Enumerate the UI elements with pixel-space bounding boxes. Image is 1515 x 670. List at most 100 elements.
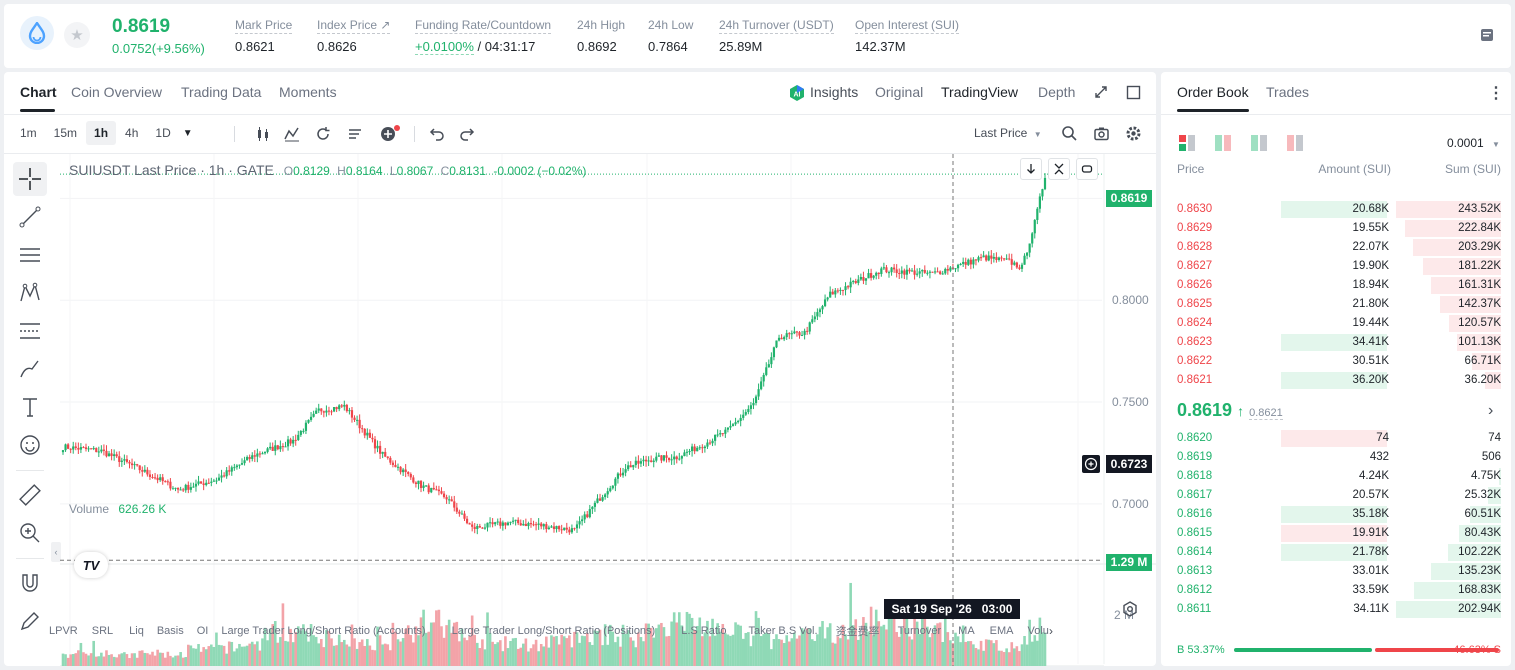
add-indicator-icon[interactable] (379, 124, 401, 147)
brush-tool-icon[interactable] (15, 354, 45, 384)
bid-row[interactable]: 0.8620 74 74 (1161, 429, 1511, 448)
indicator-toggle[interactable]: EMA (989, 625, 1014, 637)
zoom-in-tool-icon[interactable] (15, 518, 45, 548)
indicator-scroll-right-icon[interactable]: › (1049, 624, 1053, 638)
view-tradingview[interactable]: TradingView (941, 84, 1019, 100)
price-type-select[interactable]: Last Price ▼ (974, 126, 1042, 140)
stat-index-price[interactable]: Index Price ↗ 0.8626 (317, 18, 391, 54)
book-view-split-icon[interactable] (1215, 135, 1231, 154)
chart-settings-icon[interactable] (1121, 600, 1139, 621)
timeframe-1h[interactable]: 1h (86, 121, 117, 145)
indicator-toggle[interactable]: Basis (156, 625, 184, 637)
indicator-toggle[interactable]: 资金费率 (835, 626, 880, 638)
more-options-icon[interactable]: ⋮ (1488, 85, 1504, 102)
timeframe-15m[interactable]: 15m (53, 126, 78, 140)
ask-row[interactable]: 0.8625 21.80K 142.37K (1161, 295, 1511, 314)
bid-row[interactable]: 0.8619 432 506 (1161, 448, 1511, 467)
collapse-toolbar-button[interactable]: ‹ (51, 542, 61, 562)
tick-size-select[interactable]: 0.0001 ▼ (1447, 136, 1500, 150)
view-insights[interactable]: Insights (810, 84, 859, 100)
crosshair-tool[interactable] (13, 162, 47, 196)
bid-row[interactable]: 0.8616 35.18K 60.51K (1161, 505, 1511, 524)
bid-row[interactable]: 0.8617 20.57K 25.32K (1161, 486, 1511, 505)
view-original[interactable]: Original (875, 84, 924, 100)
timeframe-dropdown-icon[interactable]: ▼ (182, 127, 193, 139)
mid-price[interactable]: 0.8619 ↑ 0.8621 (1177, 400, 1283, 421)
tab-order-book[interactable]: Order Book (1177, 84, 1249, 100)
loop-icon[interactable] (1076, 158, 1098, 180)
ruler-tool-icon[interactable] (15, 480, 45, 510)
favorite-star-icon[interactable]: ★ (64, 22, 90, 48)
tab-moments[interactable]: Moments (279, 84, 337, 100)
book-view-bids-icon[interactable] (1251, 135, 1267, 154)
ask-row[interactable]: 0.8622 30.51K 66.71K (1161, 352, 1511, 371)
ask-row[interactable]: 0.8628 22.07K 203.29K (1161, 238, 1511, 257)
bid-row[interactable]: 0.8613 33.01K 135.23K (1161, 562, 1511, 581)
fibonacci-tool-icon[interactable] (15, 316, 45, 346)
text-tool-icon[interactable] (15, 392, 45, 422)
ask-row[interactable]: 0.8623 34.41K 101.13K (1161, 333, 1511, 352)
settings-gear-icon[interactable] (1125, 125, 1142, 145)
indicator-toggle[interactable]: Large Trader Long/Short Ratio (Accounts) (221, 625, 426, 637)
tab-coin-overview[interactable]: Coin Overview (71, 84, 163, 100)
indicator-toggle[interactable]: Large Trader Long/Short Ratio (Positions… (451, 625, 656, 637)
volume-bar (928, 637, 932, 666)
magnet-tool-icon[interactable] (15, 568, 45, 598)
add-alert-plus-icon[interactable] (1082, 455, 1100, 473)
pattern-tool-icon[interactable] (15, 278, 45, 308)
bid-row[interactable]: 0.8611 34.11K 202.94K (1161, 600, 1511, 619)
ask-row[interactable]: 0.8627 19.90K 181.22K (1161, 257, 1511, 276)
timeframe-4h[interactable]: 4h (125, 126, 139, 140)
ai-insights-icon[interactable]: AI (788, 84, 806, 102)
redo-icon[interactable] (459, 125, 477, 146)
timeframe-1d[interactable]: 1D (155, 126, 171, 140)
bid-row[interactable]: 0.8614 21.78K 102.22K (1161, 543, 1511, 562)
trend-line-tool-icon[interactable] (15, 202, 45, 232)
tab-chart[interactable]: Chart (20, 84, 57, 100)
volume-bar (376, 626, 379, 666)
ask-row[interactable]: 0.8621 36.20K 36.20K (1161, 371, 1511, 390)
indicator-toggle[interactable]: Liq (129, 625, 144, 637)
chevron-right-icon[interactable]: › (1488, 402, 1494, 419)
horizontal-lines-tool-icon[interactable] (15, 240, 45, 270)
ask-row[interactable]: 0.8624 19.44K 120.57K (1161, 314, 1511, 333)
tab-trading-data[interactable]: Trading Data (181, 84, 262, 100)
volume-bar (100, 652, 103, 666)
view-depth[interactable]: Depth (1038, 84, 1076, 100)
indicator-toggle[interactable]: L.S Ratio (681, 625, 727, 637)
tradingview-logo[interactable]: TV (74, 552, 108, 578)
template-icon[interactable] (346, 125, 364, 146)
tab-trades[interactable]: Trades (1266, 84, 1310, 100)
ask-row[interactable]: 0.8630 20.68K 243.52K (1161, 200, 1511, 219)
ask-row[interactable]: 0.8626 18.94K 161.31K (1161, 276, 1511, 295)
indicator-toggle[interactable]: SRL (91, 625, 114, 637)
indicator-toggle[interactable]: Volu (1027, 625, 1049, 637)
collapse-chart-icon[interactable] (1048, 158, 1070, 180)
camera-icon[interactable] (1093, 125, 1110, 145)
indicator-toggle[interactable]: Turnover (897, 625, 942, 637)
indicator-toggle[interactable]: LPVR (49, 625, 78, 637)
funding-rate-value[interactable]: +0.0100% (415, 39, 474, 55)
indicator-toggle[interactable]: MA (958, 625, 975, 637)
timeframe-1m[interactable]: 1m (20, 126, 37, 140)
bid-row[interactable]: 0.8612 33.59K 168.83K (1161, 581, 1511, 600)
notebook-icon[interactable] (1478, 26, 1498, 46)
bid-row[interactable]: 0.8615 19.91K 80.43K (1161, 524, 1511, 543)
book-view-asks-icon[interactable] (1287, 135, 1303, 154)
indicators-icon[interactable] (283, 125, 301, 146)
indicator-toggle[interactable]: OI (196, 625, 209, 637)
ask-row[interactable]: 0.8629 19.55K 222.84K (1161, 219, 1511, 238)
bid-row[interactable]: 0.8618 4.24K 4.75K (1161, 467, 1511, 486)
refresh-icon[interactable] (314, 125, 332, 146)
fullscreen-icon[interactable] (1126, 85, 1141, 103)
book-view-both-icon[interactable] (1179, 135, 1195, 154)
scroll-to-latest-icon[interactable] (1020, 158, 1042, 180)
search-icon[interactable] (1061, 125, 1078, 145)
emoji-tool-icon[interactable] (15, 430, 45, 460)
expand-icon[interactable] (1093, 84, 1109, 103)
undo-icon[interactable] (427, 125, 445, 146)
pencil-lock-tool-icon[interactable] (15, 606, 45, 636)
candle-type-icon[interactable] (254, 125, 272, 146)
indicator-toggle[interactable]: Taker B.S Vol. (748, 625, 818, 637)
